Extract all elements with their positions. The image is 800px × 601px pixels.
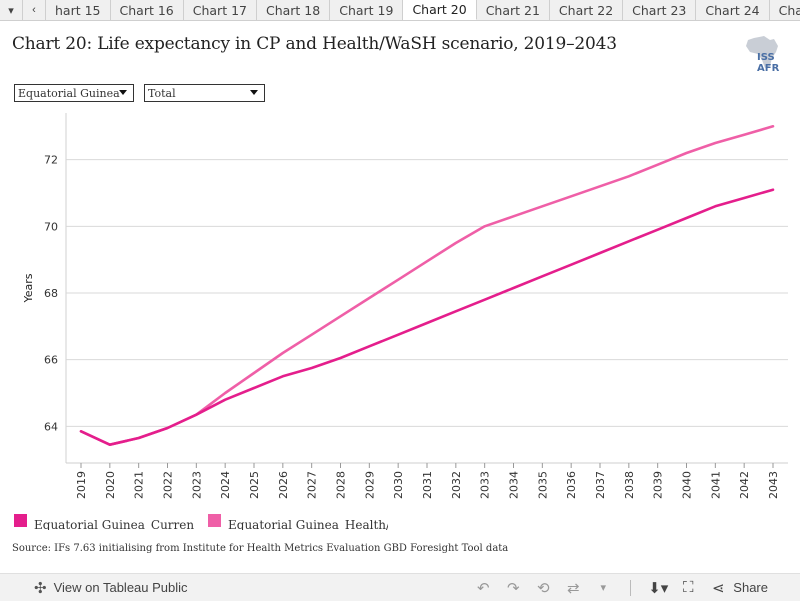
x-tick-label: 2043	[767, 471, 780, 499]
y-tick-label: 64	[44, 420, 58, 433]
share-label[interactable]: Share	[733, 580, 768, 595]
y-tick-label: 66	[44, 354, 58, 367]
x-tick-label: 2027	[306, 471, 319, 499]
sheet-tab[interactable]: Chart 22	[549, 0, 624, 20]
sheet-tab[interactable]: Chart	[769, 0, 800, 20]
x-tick-label: 2039	[652, 471, 665, 499]
chart-title: Chart 20: Life expectancy in CP and Heal…	[12, 34, 617, 54]
fullscreen-icon[interactable]: ⛶	[683, 579, 694, 596]
redo-icon[interactable]: ↷	[507, 579, 520, 597]
view-on-tableau-link[interactable]: ✣ View on Tableau Public	[34, 579, 188, 597]
sheet-tab[interactable]: Chart 21	[476, 0, 550, 20]
x-tick-label: 2026	[277, 471, 290, 499]
x-tick-label: 2032	[450, 471, 463, 499]
sheet-tab[interactable]: Chart 23	[623, 0, 697, 20]
x-tick-label: 2040	[681, 471, 694, 499]
x-tick-label: 2037	[594, 471, 607, 499]
sheet-tab[interactable]: Chart 18	[256, 0, 331, 20]
logo-text: ISS AFR	[757, 52, 780, 74]
toolbar-divider	[630, 579, 632, 596]
x-tick-label: 2034	[508, 471, 521, 499]
x-tick-label: 2022	[162, 471, 175, 499]
sheet-tab[interactable]: Chart 17	[183, 0, 257, 20]
dropdown-caret-icon	[119, 90, 127, 95]
series-line-health	[79, 125, 775, 446]
sheet-tab[interactable]: Chart 24	[696, 0, 770, 20]
y-tick-label: 70	[44, 220, 58, 233]
sheet-tab[interactable]: Chart 19	[330, 0, 404, 20]
country-filter-value: Equatorial Guinea	[18, 86, 120, 100]
series-line-current	[79, 188, 775, 446]
legend-item-health[interactable]: Equatorial Guinea_Health/	[208, 514, 388, 530]
line-chart: 64 66 68 70 72 2019 2020 2021 2022 2023 2024 2025 20…	[22, 113, 788, 499]
tab-menu-dropdown-icon[interactable]: ▾	[0, 0, 23, 20]
sheet-tab-bar: ▾ ‹ hart 15 Chart 16 Chart 17 Chart 18 Chart…	[0, 0, 800, 21]
measure-filter-value: Total	[148, 86, 176, 100]
download-icon[interactable]: ⬇▾	[648, 579, 669, 597]
country-filter-select[interactable]: Equatorial Guinea	[14, 84, 134, 102]
x-tick-label: 2041	[709, 471, 722, 499]
tab-list: hart 15 Chart 16 Chart 17 Chart 18 Chart 19 C…	[46, 0, 800, 20]
legend-swatch-health	[208, 514, 221, 527]
x-tick-label: 2033	[479, 471, 492, 499]
measure-filter-select[interactable]: Total	[144, 84, 265, 102]
x-tick-label: 2019	[75, 471, 88, 499]
sheet-tab[interactable]: Chart 16	[110, 0, 184, 20]
sheet-tab[interactable]: hart 15	[46, 0, 111, 20]
share-icon[interactable]: ⋖	[712, 579, 725, 597]
tableau-footer: ✣ View on Tableau Public ↶ ↷ ⟲ ⇄ ▾ ⬇▾ ⛶ …	[0, 573, 800, 601]
sheet-tab[interactable]: Chart 20	[403, 0, 477, 20]
x-tick-label: 2029	[363, 471, 376, 499]
x-tick-label: 2023	[190, 471, 203, 499]
x-tick-label: 2038	[623, 471, 636, 499]
undo-icon[interactable]: ↶	[477, 579, 490, 597]
more-dropdown-icon[interactable]: ▾	[600, 582, 607, 594]
x-tick-label: 2024	[219, 471, 232, 499]
chart-legend: Equatorial Guinea_Curren Equatorial Guin…	[14, 514, 574, 530]
revert-icon[interactable]: ⟲	[537, 579, 550, 597]
tableau-logo-icon: ✣	[34, 579, 47, 597]
x-tick-label: 2025	[248, 471, 261, 499]
x-tick-label: 2020	[104, 471, 117, 499]
x-tick-label: 2042	[738, 471, 751, 499]
x-tick-label: 2035	[536, 471, 549, 499]
view-on-tableau-label: View on Tableau Public	[53, 580, 188, 595]
y-tick-label: 68	[44, 287, 58, 300]
legend-label-health: Equatorial Guinea_Health/	[228, 518, 388, 530]
x-tick-label: 2036	[565, 471, 578, 499]
legend-item-current[interactable]: Equatorial Guinea_Curren	[14, 514, 194, 530]
refresh-icon[interactable]: ⇄	[567, 579, 580, 597]
x-tick-label: 2028	[335, 471, 348, 499]
iss-africa-logo	[746, 36, 778, 68]
y-tick-label: 72	[44, 154, 58, 167]
x-tick-label: 2030	[392, 471, 405, 499]
chevron-left-icon[interactable]: ‹	[23, 0, 46, 20]
legend-swatch-current	[14, 514, 27, 527]
source-note: Source: IFs 7.63 initialising from Insti…	[12, 543, 509, 554]
y-axis-title: Years	[22, 273, 35, 303]
x-tick-label: 2031	[421, 471, 434, 499]
x-tick-label: 2021	[133, 471, 146, 499]
legend-label-current: Equatorial Guinea_Curren	[34, 518, 194, 530]
dropdown-caret-icon	[250, 90, 258, 95]
